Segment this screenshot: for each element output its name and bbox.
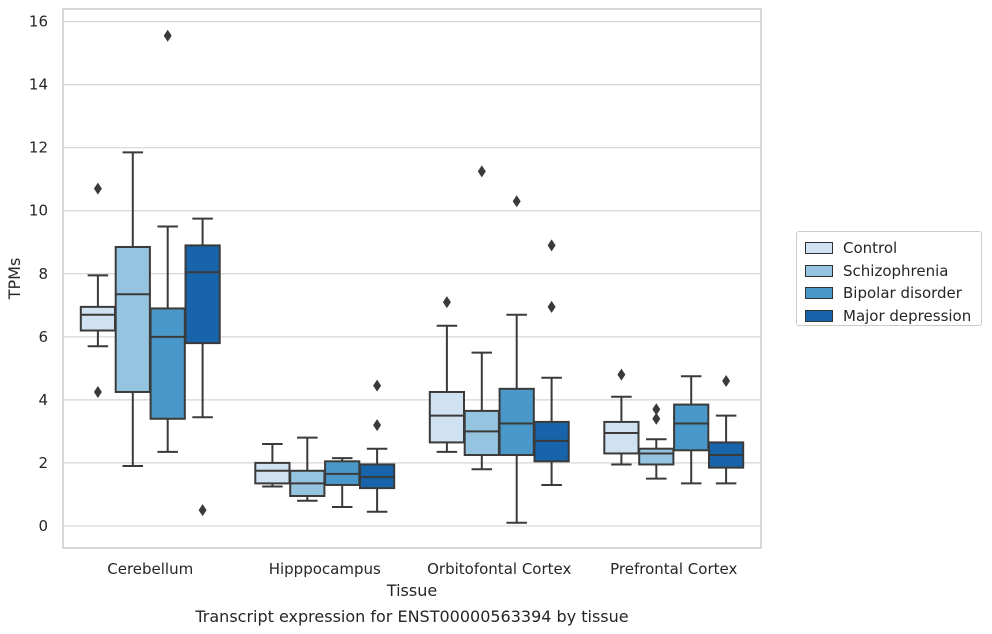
- y-tick-label: 6: [38, 328, 48, 346]
- y-tick-label: 16: [29, 13, 48, 31]
- outlier-point: [652, 412, 661, 425]
- legend-label: Schizophrenia: [843, 261, 949, 280]
- y-tick-label: 8: [38, 265, 48, 283]
- box-iqr: [603, 420, 640, 455]
- outlier-point: [442, 296, 451, 309]
- outlier-point: [373, 419, 382, 432]
- outlier-point: [163, 29, 172, 42]
- legend-item: Schizophrenia: [805, 260, 981, 283]
- box-iqr: [638, 447, 675, 466]
- y-tick-label: 10: [29, 202, 48, 220]
- box-2-3: [673, 375, 710, 485]
- y-tick-label: 12: [29, 139, 48, 157]
- x-tick-label: Cerebellum: [107, 560, 193, 578]
- x-tick-label: Prefrontal Cortex: [610, 560, 737, 578]
- box-0-1: [254, 442, 291, 488]
- x-tick-label: Orbitofontal Cortex: [427, 560, 571, 578]
- box-3-3: [707, 374, 745, 485]
- box-0-3: [603, 368, 640, 466]
- box-iqr: [149, 307, 186, 420]
- box-iqr: [463, 409, 500, 457]
- x-tick-labels: Cerebellum Hipppocampus Orbitofontal Corte…: [107, 560, 737, 578]
- y-axis-label: TPMs: [5, 258, 24, 301]
- legend-item: Control: [805, 237, 981, 260]
- box-1-3: [638, 403, 675, 480]
- legend-label: Major depression: [843, 306, 972, 325]
- legend-item: Major depression: [805, 305, 981, 328]
- y-tick-label: 14: [29, 76, 48, 94]
- box-groups: [79, 29, 745, 524]
- box-iqr: [428, 390, 466, 444]
- legend-item: Bipolar disorder: [805, 282, 981, 305]
- plot-frame: [62, 8, 762, 549]
- box-iqr: [79, 305, 117, 332]
- outlier-point: [93, 385, 102, 398]
- box-0-2: [428, 296, 466, 453]
- y-tick-label: 0: [38, 517, 48, 535]
- legend: Control Schizophrenia Bipolar disorder Majo…: [796, 231, 982, 326]
- outlier-point: [617, 368, 626, 381]
- outlier-point: [93, 182, 102, 195]
- box-3-2: [533, 239, 570, 486]
- outlier-point: [512, 195, 521, 208]
- box-1-2: [463, 165, 500, 471]
- box-1-1: [289, 436, 326, 502]
- outlier-point: [652, 403, 661, 416]
- legend-swatch: [805, 242, 833, 255]
- y-tick-label: 4: [38, 391, 48, 409]
- box-0-0: [79, 182, 117, 398]
- box-2-1: [324, 457, 361, 509]
- outlier-point: [373, 379, 382, 392]
- legend-swatch: [805, 264, 833, 277]
- x-tick-label: Hipppocampus: [269, 560, 381, 578]
- box-3-1: [358, 379, 396, 513]
- legend-label: Control: [843, 239, 898, 258]
- box-2-2: [498, 195, 535, 524]
- outlier-point: [477, 165, 486, 178]
- legend-label: Bipolar disorder: [843, 284, 962, 303]
- box-iqr: [114, 245, 151, 393]
- outlier-point: [722, 374, 731, 387]
- y-tick-labels: 0 2 4 6 8 10 12 14 16: [29, 13, 48, 535]
- y-tick-label: 2: [38, 454, 48, 472]
- legend-swatch: [805, 309, 833, 322]
- legend-swatch: [805, 287, 833, 300]
- outlier-point: [547, 239, 556, 252]
- outlier-point: [198, 504, 207, 517]
- box-iqr: [498, 387, 535, 457]
- x-axis-label: Tissue: [386, 581, 437, 600]
- box-3-0: [184, 217, 221, 517]
- chart-title: Transcript expression for ENST0000056339…: [194, 607, 628, 626]
- outlier-point: [547, 300, 556, 313]
- box-1-0: [114, 151, 151, 468]
- box-iqr: [254, 461, 291, 485]
- box-iqr: [673, 403, 710, 452]
- box-iqr: [184, 244, 221, 345]
- box-2-0: [149, 29, 186, 453]
